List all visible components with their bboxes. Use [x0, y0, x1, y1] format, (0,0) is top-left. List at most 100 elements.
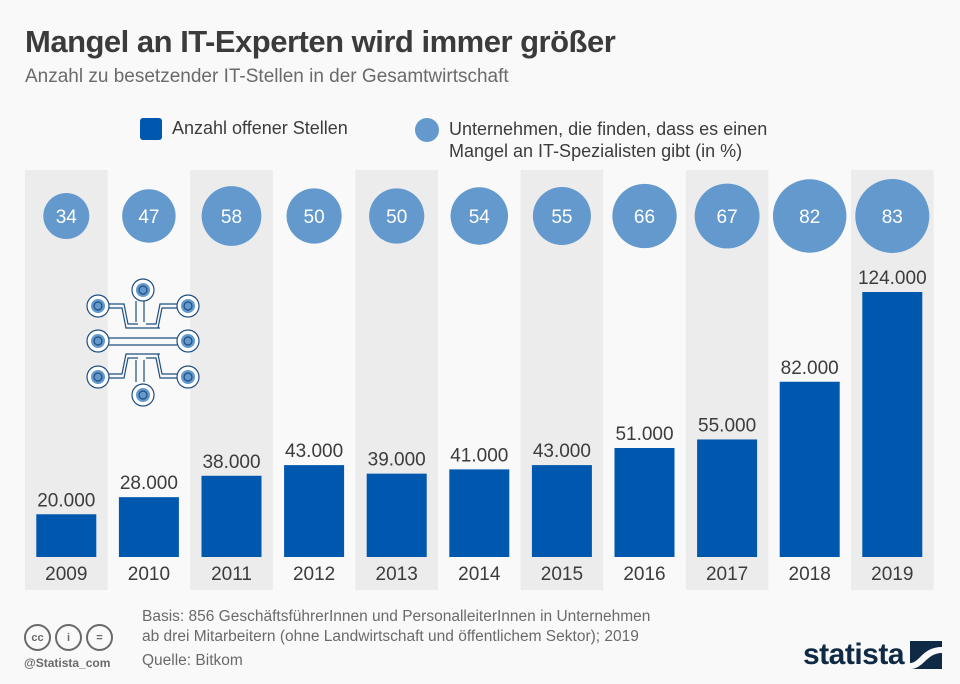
nd-icon: =: [86, 624, 113, 651]
bar: [779, 381, 840, 557]
footnote-basis: Basis: 856 GeschäftsführerInnen und Pers…: [142, 607, 650, 647]
bubble-value-label: 50: [386, 207, 407, 228]
statista-logo[interactable]: statista: [803, 638, 943, 672]
bubble: [122, 189, 176, 243]
x-tick-label: 2019: [871, 564, 913, 585]
bar-value-label: 20.000: [37, 490, 95, 511]
circuit-trace: [157, 307, 177, 329]
x-axis-labels: 2009 2010 2011 2012 2013 2014 2015 2016 2017 2018…: [45, 564, 913, 585]
bar: [201, 475, 262, 557]
bubble: [369, 188, 425, 244]
bar-value-label: 82.000: [781, 358, 839, 379]
legend-bar-label: Anzahl offener Stellen: [172, 118, 348, 138]
circuit-node-core: [183, 372, 193, 382]
statista-handle[interactable]: @Statista_com: [24, 656, 111, 670]
chart-title: Mangel an IT-Experten wird immer größer: [25, 24, 616, 59]
bubbles: 34 47 58 50 50 54 55 66 67 82 83: [43, 179, 930, 253]
bubble-value-label: 82: [799, 207, 820, 228]
x-tick-label: 2014: [458, 564, 501, 585]
bubble: [612, 183, 677, 249]
legend-bar-swatch: [140, 118, 162, 140]
bar: [118, 497, 179, 557]
x-tick-label: 2013: [376, 564, 418, 585]
circuit-node-fill: [181, 370, 195, 384]
bar: [697, 439, 758, 557]
x-tick-label: 2018: [789, 564, 831, 585]
bubble: [694, 183, 760, 249]
bar-value-label: 28.000: [120, 473, 178, 494]
legend-circle-label: Unternehmen, die finden, dass es einen M…: [449, 118, 849, 162]
circuit-trace: [135, 301, 145, 322]
footnote-basis-line2: ab drei Mitarbeitern (ohne Landwirtschaf…: [142, 628, 639, 645]
legend: Anzahl offener Stellen Unternehmen, die …: [0, 118, 960, 168]
legend-circle-label-line2: Mangel an IT-Spezialisten gibt (in %): [449, 141, 743, 161]
footnote-source: Quelle: Bitkom: [142, 652, 243, 669]
bubble: [532, 187, 591, 245]
x-tick-label: 2017: [706, 564, 748, 585]
by-icon: i: [55, 624, 82, 651]
circuit-trace: [135, 360, 145, 382]
legend-circle-label-line1: Unternehmen, die finden, dass es einen: [449, 119, 768, 139]
circuit-icon: [86, 278, 200, 407]
bubble: [855, 179, 930, 253]
bar-value-label: 55.000: [698, 415, 756, 436]
circuit-node-fill: [181, 299, 195, 313]
bar-value-label: 51.000: [615, 424, 673, 445]
bubble-value-label: 58: [221, 207, 242, 228]
circuit-node-core: [93, 336, 103, 346]
bubble: [201, 186, 262, 246]
x-tick-label: 2009: [45, 564, 87, 585]
bar-value-label: 38.000: [202, 452, 260, 473]
bar-value-label: 41.000: [450, 445, 508, 466]
statista-logo-mark-icon: [910, 641, 943, 669]
bubble-value-label: 54: [469, 207, 491, 228]
circuit-node-fill: [181, 334, 195, 348]
circuit-node-fill: [136, 283, 150, 297]
bar-labels: 20.000 28.000 38.000 43.000 39.000 41.000 43.0…: [37, 268, 926, 511]
circuit-trace: [146, 303, 177, 325]
circuit-trace: [109, 357, 138, 379]
circuit-node-core: [183, 301, 193, 311]
statista-logo-text: statista: [803, 638, 905, 671]
bar: [614, 448, 675, 557]
bars: [36, 292, 923, 557]
bar: [531, 465, 592, 557]
legend-circle-swatch: [415, 118, 439, 142]
circuit-node-core: [138, 390, 148, 400]
circuit-node-fill: [91, 334, 105, 348]
bar: [284, 465, 345, 557]
circuit-node-fill: [91, 299, 105, 313]
x-tick-label: 2016: [623, 564, 665, 585]
footnote-basis-line1: Basis: 856 GeschäftsführerInnen und Pers…: [142, 608, 651, 625]
bubble: [772, 179, 847, 253]
bubble-value-label: 50: [304, 207, 325, 228]
bubble: [43, 193, 90, 239]
bar: [862, 292, 923, 557]
circuit-trace: [109, 303, 138, 325]
circuit-node-fill: [136, 388, 150, 402]
circuit-trace: [109, 353, 160, 375]
circuit-node-core: [183, 336, 193, 346]
cc-icon: cc: [24, 624, 51, 651]
bar-value-label: 43.000: [285, 441, 343, 462]
x-tick-label: 2010: [128, 564, 170, 585]
bubble-value-label: 47: [138, 207, 159, 228]
x-tick-label: 2011: [211, 564, 252, 585]
bar: [366, 473, 427, 557]
circuit-node-core: [93, 301, 103, 311]
bubble-value-label: 34: [56, 207, 78, 228]
bar-value-label: 124.000: [858, 268, 927, 289]
bubble: [286, 188, 342, 244]
bubble-value-label: 67: [717, 207, 738, 228]
bubble-value-label: 55: [551, 207, 572, 228]
bar: [449, 469, 510, 557]
x-tick-label: 2012: [293, 564, 335, 585]
bar: [36, 514, 97, 557]
circuit-trace: [146, 357, 177, 379]
circuit-node-core: [93, 372, 103, 382]
circuit-node-core: [138, 285, 148, 295]
license-icons: cc i =: [24, 624, 113, 651]
chart-subtitle: Anzahl zu besetzender IT-Stellen in der …: [25, 66, 509, 87]
x-tick-label: 2015: [541, 564, 583, 585]
